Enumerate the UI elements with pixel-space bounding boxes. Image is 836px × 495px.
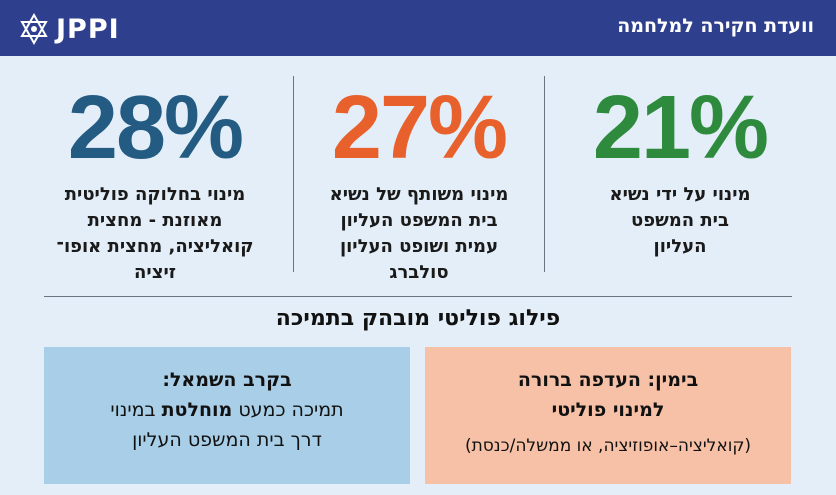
stat-value: 27% — [331, 78, 508, 178]
stat-desc-line: קואליציה, מחצית אופו־ — [56, 236, 254, 257]
stat-desc-line: העליון — [653, 236, 707, 257]
left-box-heading: בקרב השמאל: — [162, 369, 292, 391]
jppi-logo[interactable]: JPPI — [18, 12, 120, 46]
stat-27: 27% מינוי משותף של נשיא בית המשפט העליון… — [296, 78, 542, 286]
stat-desc-line: בית המשפט העליון — [340, 210, 498, 231]
left-box-line: דרך בית המשפט העליון — [132, 429, 322, 451]
header-bar: JPPI וועדת חקירה למלחמה — [0, 0, 836, 56]
stat-desc-line: מאוזנת - מחצית — [87, 210, 223, 231]
divider — [544, 76, 545, 272]
stat-desc-line: בית המשפט — [631, 210, 729, 231]
stat-description: מינוי משותף של נשיא בית המשפט העליון עמי… — [296, 182, 542, 286]
right-box-heading: בימין: העדפה ברורה — [517, 369, 699, 391]
right-box-line: למינוי פוליטי — [551, 399, 665, 421]
stat-value: 21% — [592, 78, 769, 178]
section-subtitle: פילוג פוליטי מובהק בתמיכה — [275, 306, 561, 331]
left-box-emphasis: מוחלטת — [161, 399, 233, 421]
stat-desc-line: מינוי בחלוקה פוליטית — [64, 184, 246, 205]
left-box-line: תמיכה כמעט מוחלטת במינוי — [44, 395, 410, 425]
stat-desc-line: סולברג — [389, 262, 449, 283]
left-wing-box: בקרב השמאל: תמיכה כמעט מוחלטת במינוי דרך… — [44, 347, 410, 484]
right-wing-box: בימין: העדפה ברורה למינוי פוליטי (קואליצ… — [425, 347, 791, 484]
stat-description: מינוי בחלוקה פוליטית מאוזנת - מחצית קואל… — [30, 182, 280, 286]
stat-desc-line: עמית ושופט העליון — [339, 236, 499, 257]
section-divider — [44, 296, 792, 297]
stat-desc-line: זיציה — [134, 262, 176, 283]
page-title: וועדת חקירה למלחמה — [617, 15, 814, 37]
left-box-text: במינוי — [110, 399, 162, 421]
stat-description: מינוי על ידי נשיא בית המשפט העליון — [560, 182, 800, 260]
star-of-david-icon — [20, 13, 48, 45]
stat-21: 21% מינוי על ידי נשיא בית המשפט העליון — [560, 78, 800, 260]
divider — [293, 76, 294, 272]
logo-text: JPPI — [56, 13, 120, 45]
stat-desc-line: מינוי על ידי נשיא — [609, 184, 751, 205]
stat-value: 28% — [67, 78, 244, 178]
right-box-note: (קואליציה–אופוזיציה, או ממשלה/כנסת) — [464, 436, 752, 456]
stat-28: 28% מינוי בחלוקה פוליטית מאוזנת - מחצית … — [30, 78, 280, 286]
left-box-text: תמיכה כמעט — [232, 399, 344, 421]
stat-desc-line: מינוי משותף של נשיא — [329, 184, 509, 205]
